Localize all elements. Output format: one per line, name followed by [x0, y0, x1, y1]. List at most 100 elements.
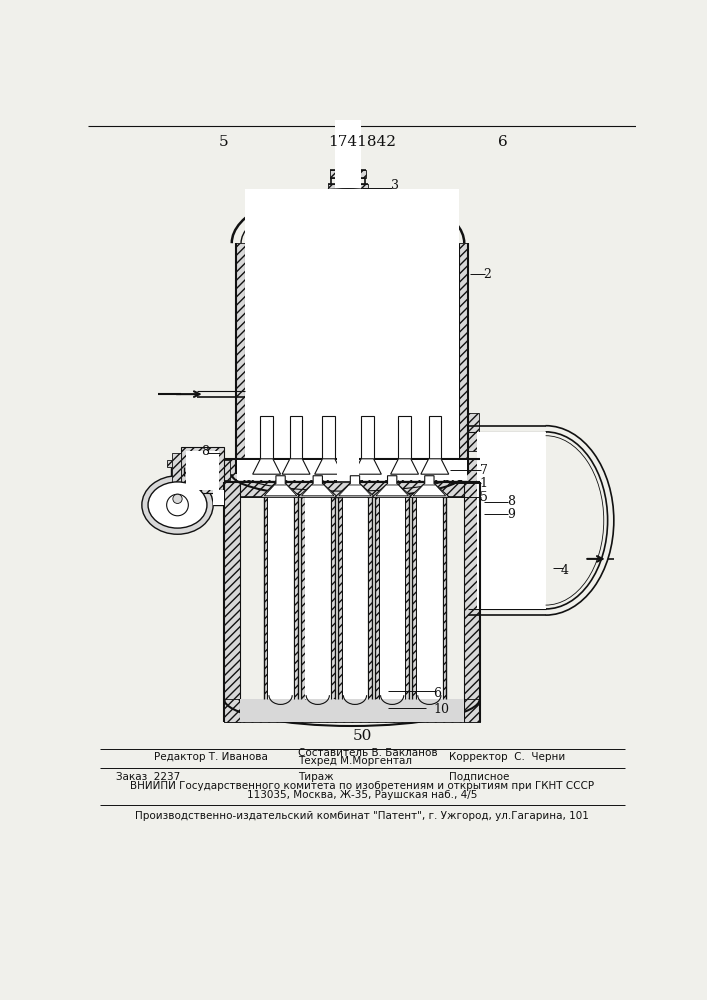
- Bar: [322, 416, 335, 459]
- Bar: [330, 170, 366, 178]
- Polygon shape: [252, 459, 281, 474]
- Bar: [343, 497, 368, 699]
- Bar: [167, 460, 188, 466]
- Text: Редактор Т. Иванова: Редактор Т. Иванова: [154, 752, 268, 762]
- Text: 6: 6: [433, 687, 441, 700]
- Polygon shape: [339, 485, 371, 496]
- Bar: [493, 458, 505, 483]
- Bar: [459, 243, 468, 474]
- Text: 8: 8: [201, 445, 209, 458]
- Bar: [412, 497, 416, 699]
- Bar: [335, 147, 361, 170]
- Polygon shape: [421, 459, 449, 474]
- Text: 1: 1: [479, 477, 488, 490]
- Bar: [305, 497, 330, 699]
- Bar: [224, 459, 480, 482]
- Bar: [186, 451, 219, 490]
- Bar: [387, 476, 397, 485]
- Polygon shape: [260, 476, 300, 497]
- Bar: [443, 497, 446, 699]
- Bar: [329, 353, 367, 363]
- Bar: [245, 189, 459, 243]
- Bar: [368, 497, 372, 699]
- Bar: [337, 457, 359, 483]
- Polygon shape: [409, 476, 450, 497]
- Ellipse shape: [173, 494, 182, 503]
- Bar: [424, 476, 435, 485]
- Text: Составитель В. Бакланов: Составитель В. Бакланов: [298, 748, 437, 758]
- Bar: [224, 699, 480, 722]
- Bar: [380, 497, 404, 699]
- Text: 6: 6: [498, 135, 508, 149]
- Text: 5: 5: [219, 135, 229, 149]
- Bar: [268, 497, 293, 699]
- Ellipse shape: [148, 482, 207, 528]
- Bar: [375, 497, 379, 699]
- Polygon shape: [264, 485, 297, 496]
- Bar: [275, 476, 286, 485]
- Polygon shape: [391, 459, 419, 474]
- Text: Подписное: Подписное: [449, 772, 509, 782]
- Ellipse shape: [142, 476, 213, 534]
- Bar: [237, 460, 467, 480]
- Bar: [240, 699, 464, 722]
- Polygon shape: [376, 485, 409, 496]
- Ellipse shape: [167, 494, 188, 516]
- Text: 50: 50: [352, 729, 372, 743]
- Bar: [477, 432, 546, 609]
- Bar: [417, 497, 442, 699]
- Text: ВНИИПИ Государственного комитета по изобретениям и открытиям при ГКНТ СССР: ВНИИПИ Государственного комитета по изоб…: [130, 781, 594, 791]
- Polygon shape: [282, 459, 310, 474]
- Polygon shape: [298, 476, 338, 497]
- Text: 10: 10: [433, 703, 449, 716]
- Bar: [428, 416, 441, 459]
- Bar: [334, 455, 362, 486]
- Bar: [260, 416, 273, 459]
- Bar: [338, 497, 341, 699]
- Text: 113035, Москва, Ж-35, Раушская наб., 4/5: 113035, Москва, Ж-35, Раушская наб., 4/5: [247, 790, 477, 800]
- Text: 5: 5: [479, 491, 488, 504]
- Bar: [240, 482, 464, 497]
- Text: 2: 2: [484, 267, 491, 280]
- Bar: [331, 497, 335, 699]
- Bar: [464, 482, 480, 722]
- Bar: [361, 416, 373, 459]
- Polygon shape: [315, 459, 343, 474]
- Text: 1741842: 1741842: [328, 135, 396, 149]
- Bar: [264, 497, 267, 699]
- Text: 7: 7: [479, 464, 488, 477]
- Polygon shape: [354, 459, 381, 474]
- Polygon shape: [413, 485, 445, 496]
- Bar: [349, 476, 361, 485]
- Bar: [478, 455, 493, 486]
- Bar: [328, 184, 368, 192]
- Bar: [335, 0, 361, 192]
- Bar: [216, 460, 230, 480]
- Bar: [213, 490, 224, 505]
- Bar: [405, 497, 409, 699]
- Bar: [312, 476, 323, 485]
- Bar: [207, 457, 216, 483]
- Bar: [468, 603, 479, 622]
- Bar: [182, 447, 224, 493]
- Bar: [235, 243, 245, 474]
- Text: Тираж: Тираж: [298, 772, 333, 782]
- Polygon shape: [335, 476, 375, 497]
- Bar: [224, 482, 240, 722]
- Bar: [172, 453, 182, 487]
- Bar: [290, 416, 303, 459]
- Bar: [245, 243, 459, 474]
- Bar: [300, 497, 305, 699]
- Bar: [341, 0, 354, 184]
- Text: Корректор  С.  Черни: Корректор С. Черни: [449, 752, 565, 762]
- Text: 4: 4: [561, 564, 569, 577]
- Text: Заказ  2237: Заказ 2237: [115, 772, 180, 782]
- Bar: [293, 497, 298, 699]
- Bar: [398, 416, 411, 459]
- Text: 9: 9: [507, 508, 515, 521]
- Text: Производственно-издательский комбинат "Патент", г. Ужгород, ул.Гагарина, 101: Производственно-издательский комбинат "П…: [135, 811, 589, 821]
- Text: Техред М.Моргентал: Техред М.Моргентал: [298, 756, 411, 766]
- Text: 3: 3: [390, 179, 399, 192]
- Bar: [468, 413, 479, 451]
- Text: 8: 8: [507, 495, 515, 508]
